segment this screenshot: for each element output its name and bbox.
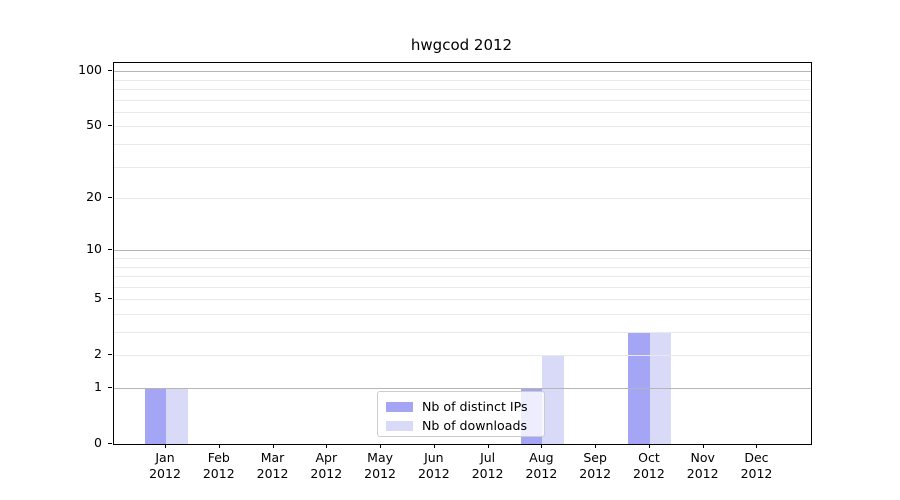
- x-label-year: 2012: [686, 466, 719, 481]
- x-label-year: 2012: [202, 466, 235, 481]
- y-axis-tick: [108, 125, 112, 127]
- gridline-minor: [114, 126, 811, 128]
- y-axis-tick: [108, 197, 112, 199]
- gridline-minor: [114, 99, 811, 101]
- gridline-minor: [114, 111, 811, 113]
- x-label-month: May: [367, 450, 393, 465]
- gridline-minor: [114, 355, 811, 357]
- gridline-minor: [114, 166, 811, 168]
- gridline-minor: [114, 144, 811, 146]
- x-axis-tick-label: Nov 2012: [668, 450, 738, 482]
- x-label-month: Jul: [480, 450, 496, 465]
- x-axis-tick: [433, 444, 435, 448]
- x-axis-tick-label: May 2012: [345, 450, 415, 482]
- x-axis-tick: [165, 444, 166, 448]
- x-label-month: Sep: [583, 450, 607, 465]
- x-axis-tick: [380, 444, 382, 448]
- legend-swatch: [386, 420, 413, 431]
- legend-entry: Nb of distinct IPs: [386, 398, 536, 415]
- x-axis-tick: [487, 444, 489, 448]
- y-axis-tick-label: 10: [86, 241, 102, 257]
- gridline-minor: [114, 79, 811, 81]
- x-label-month: Dec: [744, 450, 769, 465]
- x-axis-tick-label: Feb 2012: [184, 450, 254, 482]
- y-axis-tick-label: 5: [94, 290, 102, 306]
- x-axis-tick-label: Oct 2012: [614, 450, 684, 482]
- bar-distinct-ips-jan: [144, 388, 166, 444]
- y-axis-tick: [108, 298, 112, 300]
- x-axis-tick-label: Aug 2012: [506, 450, 576, 482]
- x-label-month: Aug: [529, 450, 554, 465]
- bar-downloads-aug: [542, 355, 564, 444]
- y-axis-tick-label: 50: [86, 117, 102, 133]
- gridline-major: [114, 250, 811, 252]
- x-axis-tick-label: Sep 2012: [560, 450, 630, 482]
- gridline-minor: [114, 286, 811, 288]
- y-axis-tick-label: 0: [94, 435, 102, 450]
- y-axis-tick-label: 2: [94, 346, 102, 362]
- x-label-year: 2012: [417, 466, 450, 481]
- y-axis-tick: [108, 387, 112, 388]
- gridline-minor: [114, 89, 811, 91]
- x-axis-tick: [326, 444, 328, 448]
- gridline-minor: [114, 276, 811, 278]
- x-axis-tick-label: Dec 2012: [721, 450, 791, 482]
- x-axis-tick-label: Mar 2012: [238, 450, 308, 482]
- bar-downloads-jan: [166, 388, 188, 444]
- plot-area: [113, 62, 812, 445]
- x-axis-tick: [541, 444, 543, 448]
- y-axis-tick: [108, 70, 112, 72]
- x-label-month: Mar: [260, 450, 285, 465]
- x-axis-tick-label: Jul 2012: [453, 450, 523, 482]
- gridline-minor: [114, 332, 811, 334]
- gridline-minor: [114, 313, 811, 315]
- x-label-month: Nov: [690, 450, 715, 465]
- x-axis-tick-label: Jan 2012: [130, 450, 200, 482]
- y-axis-tick: [108, 354, 112, 356]
- gridline-minor: [114, 266, 811, 268]
- x-label-month: Oct: [638, 450, 660, 465]
- x-label-month: Feb: [207, 450, 230, 465]
- x-label-year: 2012: [740, 466, 773, 481]
- gridline-major: [114, 388, 811, 389]
- x-axis-tick: [756, 444, 758, 448]
- gridline-major: [114, 71, 811, 73]
- gridline-minor: [114, 299, 811, 301]
- gridline-minor: [114, 258, 811, 259]
- y-axis-tick: [108, 443, 112, 444]
- legend-entry: Nb of downloads: [386, 417, 536, 434]
- legend-entry-label: Nb of distinct IPs: [422, 399, 528, 414]
- x-label-month: Jan: [155, 450, 175, 465]
- legend-swatch: [386, 401, 413, 412]
- x-label-year: 2012: [364, 466, 396, 481]
- x-label-year: 2012: [633, 466, 665, 481]
- y-axis-tick-label: 20: [86, 189, 102, 205]
- legend-entry-label: Nb of downloads: [422, 418, 528, 433]
- x-axis-tick-label: Jun 2012: [399, 450, 469, 482]
- x-label-year: 2012: [310, 466, 343, 481]
- y-axis-tick-label: 100: [78, 62, 102, 78]
- x-label-year: 2012: [471, 466, 504, 481]
- x-label-month: Apr: [315, 450, 338, 465]
- x-axis-tick: [702, 444, 704, 448]
- x-axis-tick-label: Apr 2012: [291, 450, 361, 482]
- x-axis-tick: [272, 444, 274, 448]
- x-label-year: 2012: [256, 466, 289, 481]
- x-axis-tick: [218, 444, 220, 448]
- gridline-minor: [114, 198, 811, 200]
- x-label-year: 2012: [525, 466, 558, 481]
- x-label-year: 2012: [579, 466, 612, 481]
- chart-title: hwgcod 2012: [410, 36, 513, 54]
- x-axis-tick: [595, 444, 597, 448]
- legend: Nb of distinct IPs Nb of downloads: [377, 391, 545, 437]
- x-label-year: 2012: [149, 466, 181, 481]
- y-axis-tick-label: 1: [94, 379, 102, 394]
- x-label-month: Jun: [424, 450, 444, 465]
- y-axis-tick: [108, 249, 112, 251]
- x-axis-tick: [648, 444, 650, 448]
